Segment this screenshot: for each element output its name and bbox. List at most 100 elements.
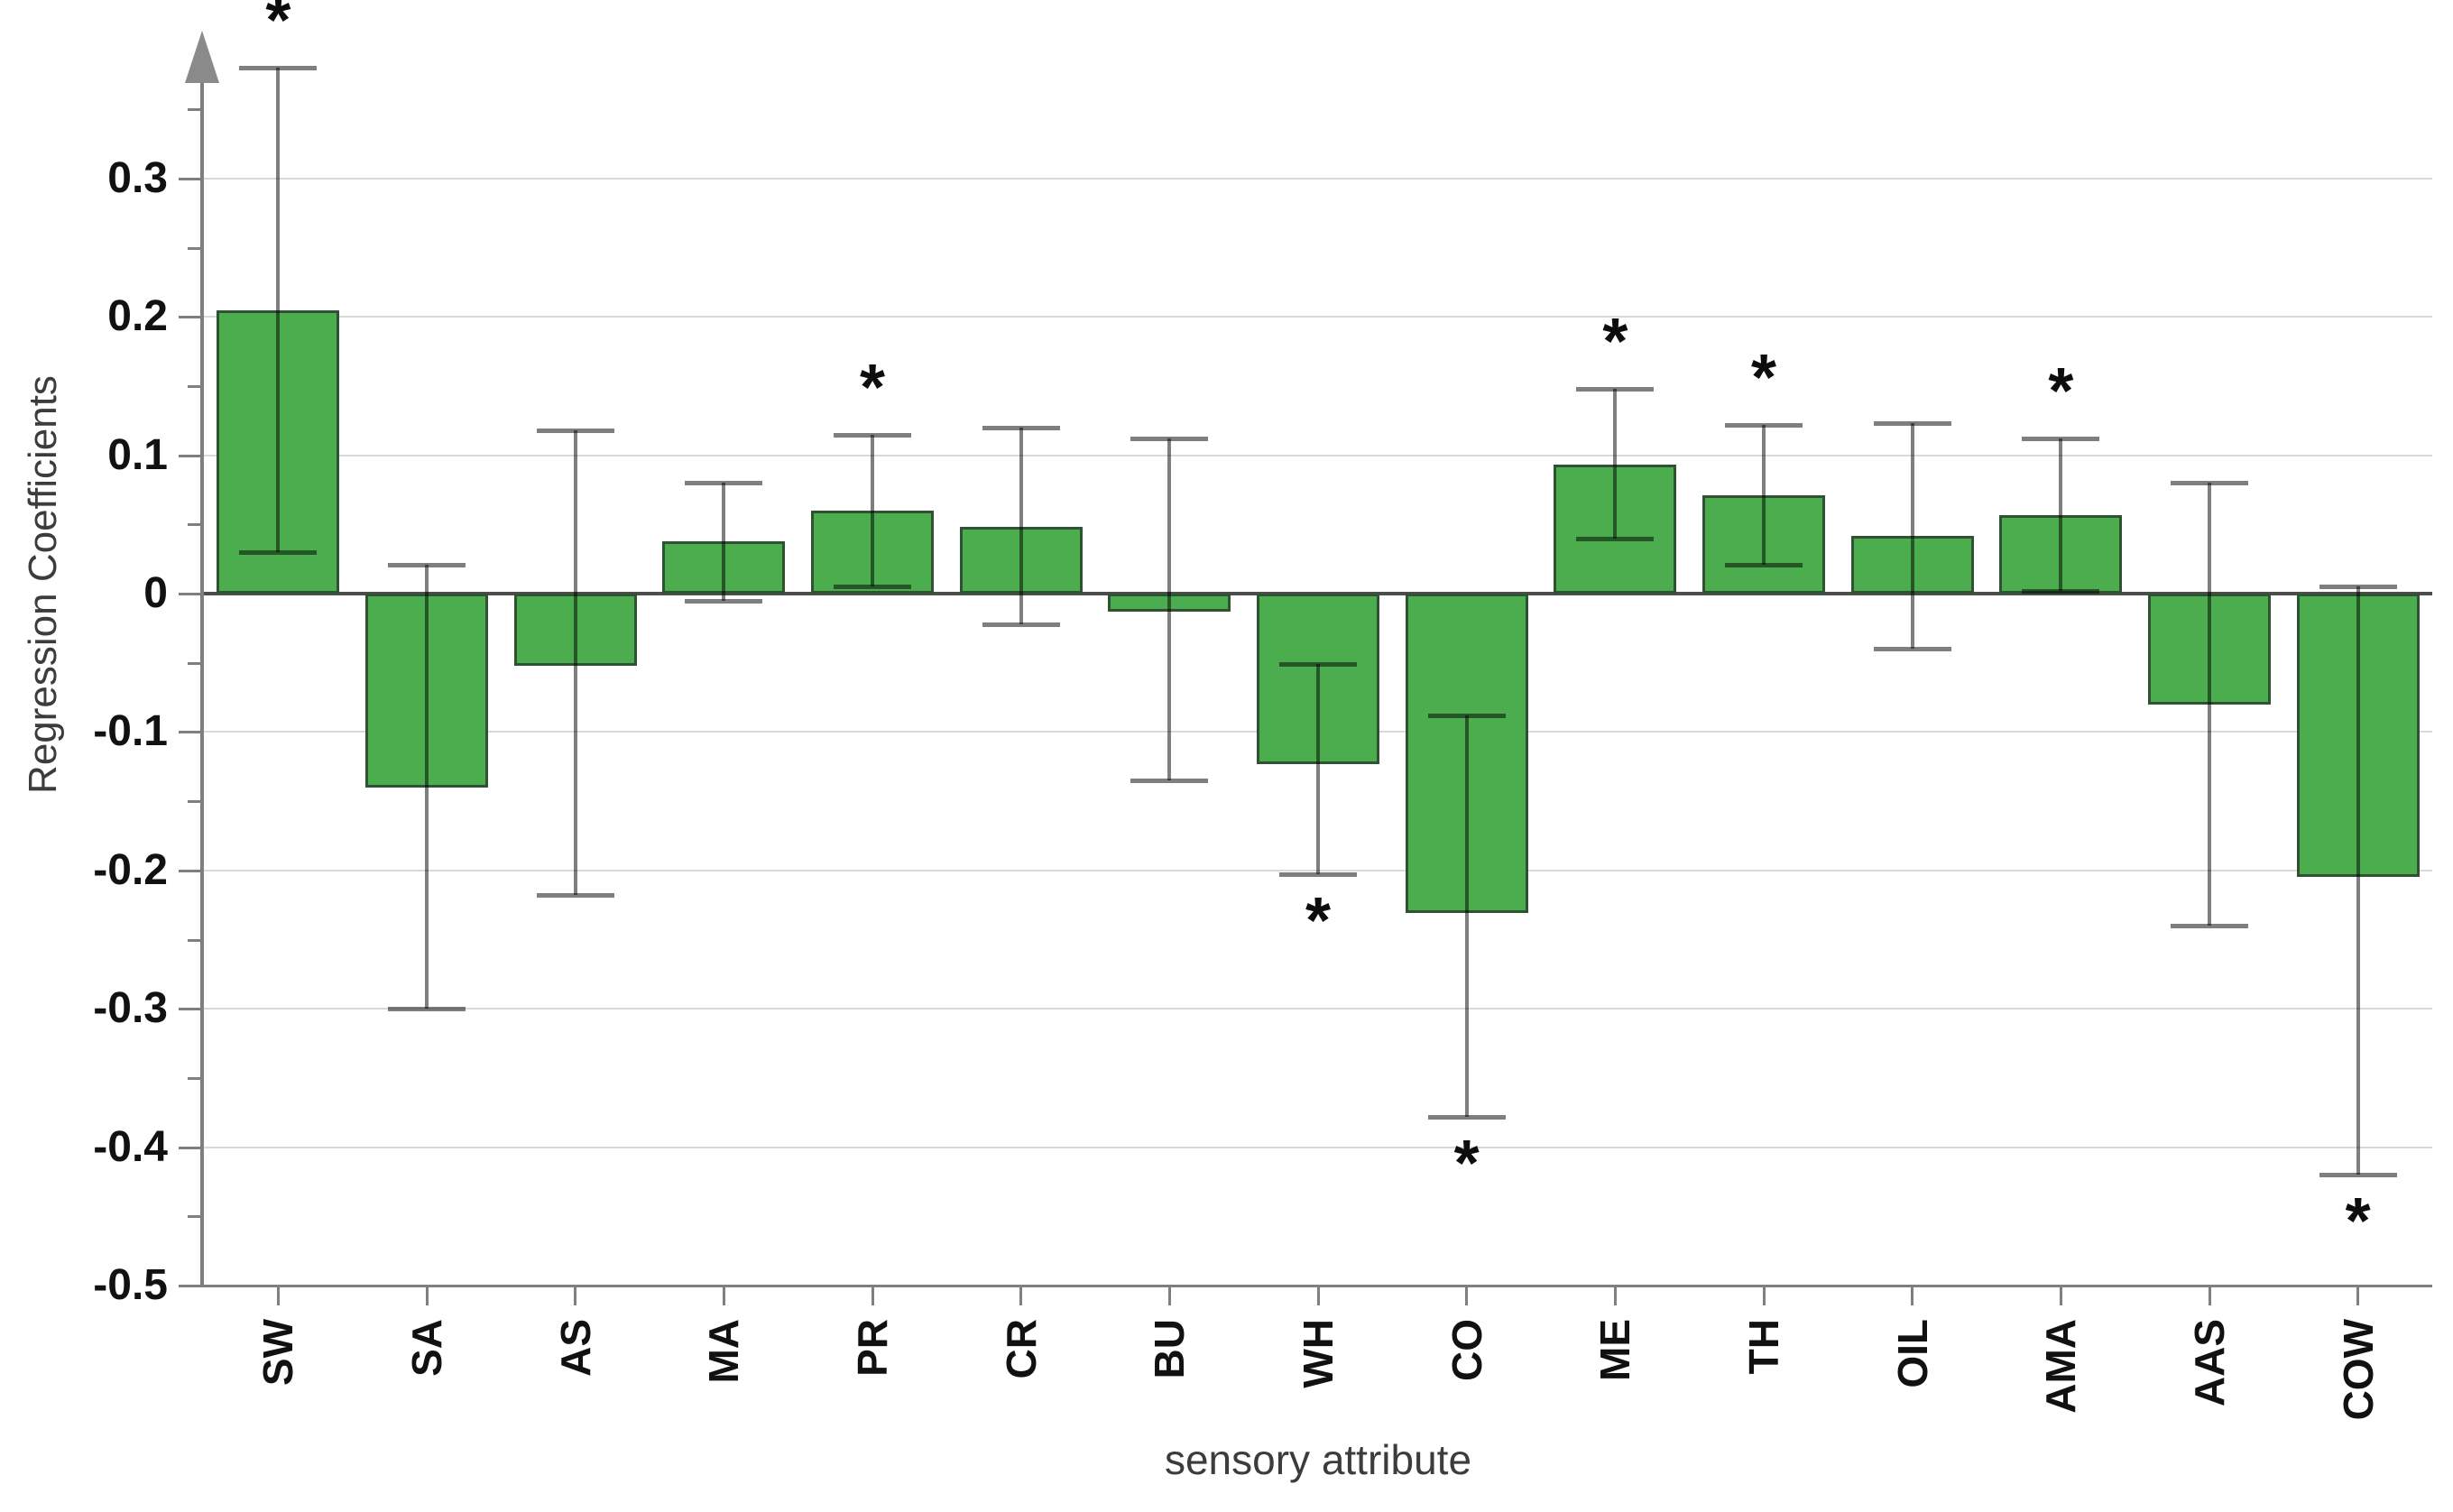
x-tick-CO [1465, 1287, 1469, 1305]
y-tick-label--0.2: -0.2 [93, 845, 168, 894]
error-bar-OIL [1910, 423, 1914, 650]
x-tick-label-CR: CR [997, 1319, 1045, 1379]
error-cap-high-AMA [2022, 437, 2100, 442]
error-bar-PR [871, 434, 874, 587]
x-axis-title: sensory attribute [1164, 1436, 1472, 1483]
x-tick-MA [722, 1287, 725, 1305]
error-cap-high-SW [239, 66, 318, 71]
x-tick-label-OIL: OIL [1888, 1319, 1936, 1388]
y-minor-tick [188, 108, 204, 112]
error-bar-SA [425, 564, 429, 1010]
y-minor-tick [188, 661, 204, 665]
error-cap-high-ME [1576, 386, 1655, 392]
error-cap-high-OIL [1873, 421, 1951, 427]
x-tick-AS [574, 1287, 577, 1305]
gridline-0.3 [204, 177, 2432, 180]
x-tick-label-PR: PR [849, 1319, 896, 1377]
error-cap-low-AS [536, 893, 614, 899]
error-bar-WH [1316, 664, 1320, 875]
y-minor-tick [188, 523, 204, 527]
y-tick-0.3 [179, 177, 204, 180]
error-cap-high-PR [834, 432, 911, 438]
x-tick-label-SW: SW [254, 1319, 302, 1387]
x-tick-label-CO: CO [1443, 1319, 1490, 1381]
y-minor-tick [188, 800, 204, 804]
significance-asterisk-AMA: * [2048, 355, 2074, 429]
x-tick-SW [276, 1287, 280, 1305]
error-cap-low-AAS [2171, 924, 2248, 929]
y-tick--0.1 [179, 731, 204, 734]
error-cap-high-COW [2319, 585, 2397, 590]
y-minor-tick [188, 384, 204, 388]
x-tick-label-AAS: AAS [2186, 1319, 2233, 1407]
error-cap-high-WH [1279, 662, 1357, 668]
x-tick-CR [1019, 1287, 1023, 1305]
y-tick-label-0.3: 0.3 [107, 153, 168, 202]
error-cap-high-AAS [2171, 481, 2248, 486]
x-tick-label-BU: BU [1146, 1319, 1194, 1379]
error-bar-BU [1167, 438, 1172, 781]
y-axis-line [200, 79, 204, 1287]
x-tick-label-TH: TH [1740, 1319, 1787, 1375]
error-cap-low-AMA [2022, 588, 2100, 594]
error-cap-high-CR [982, 425, 1060, 430]
y-tick-label-0.1: 0.1 [107, 430, 168, 479]
x-tick-COW [2356, 1287, 2360, 1305]
error-cap-high-TH [1725, 422, 1803, 428]
y-minor-tick [188, 1076, 204, 1080]
x-tick-ME [1613, 1287, 1617, 1305]
significance-asterisk-ME: * [1602, 305, 1628, 378]
error-cap-low-TH [1725, 562, 1803, 567]
error-bar-AMA [2059, 438, 2063, 591]
gridline-0.2 [204, 316, 2432, 318]
significance-asterisk-CO: * [1453, 1127, 1480, 1200]
x-tick-BU [1167, 1287, 1171, 1305]
y-tick-0.1 [179, 454, 204, 457]
x-tick-label-COW: COW [2334, 1319, 2382, 1421]
x-axis-line [200, 1285, 2432, 1287]
error-bar-COW [2356, 586, 2360, 1175]
error-cap-high-AS [536, 428, 614, 433]
error-cap-low-SA [388, 1007, 466, 1012]
error-bar-ME [1613, 388, 1618, 539]
error-cap-high-MA [685, 481, 763, 486]
significance-asterisk-PR: * [859, 351, 886, 424]
y-axis-arrow-icon [185, 31, 219, 83]
y-tick-0.2 [179, 316, 204, 319]
y-tick-label--0.1: -0.1 [93, 707, 168, 756]
error-bar-AS [573, 429, 577, 896]
x-tick-AAS [2208, 1287, 2211, 1305]
x-tick-AMA [2059, 1287, 2062, 1305]
y-minor-tick [188, 1215, 204, 1219]
error-cap-low-COW [2319, 1173, 2397, 1178]
y-tick--0.5 [179, 1285, 204, 1287]
y-tick--0.3 [179, 1008, 204, 1011]
significance-asterisk-WH: * [1305, 885, 1332, 958]
x-tick-label-AMA: AMA [2037, 1319, 2085, 1414]
x-tick-label-SA: SA [403, 1319, 450, 1377]
error-cap-high-SA [388, 562, 466, 567]
error-cap-low-SW [239, 549, 318, 555]
significance-asterisk-COW: * [2345, 1185, 2371, 1258]
gridline--0.4 [204, 1146, 2432, 1148]
error-cap-low-MA [685, 598, 763, 604]
x-tick-OIL [1911, 1287, 1914, 1305]
x-tick-TH [1762, 1287, 1766, 1305]
y-tick-label--0.5: -0.5 [93, 1261, 168, 1309]
gridline-0.1 [204, 454, 2432, 456]
error-cap-high-CO [1427, 713, 1506, 718]
x-tick-PR [871, 1287, 874, 1305]
x-tick-SA [425, 1287, 429, 1305]
error-bar-SW [276, 68, 281, 552]
y-tick--0.4 [179, 1146, 204, 1149]
gridline--0.3 [204, 1008, 2432, 1010]
y-tick-label--0.3: -0.3 [93, 984, 168, 1033]
x-tick-label-WH: WH [1295, 1319, 1342, 1388]
y-minor-tick [188, 246, 204, 250]
error-cap-low-WH [1279, 872, 1357, 878]
error-cap-low-PR [834, 585, 911, 590]
y-tick--0.2 [179, 869, 204, 872]
error-bar-CO [1464, 715, 1469, 1117]
x-tick-label-AS: AS [551, 1319, 599, 1377]
error-cap-low-ME [1576, 536, 1655, 541]
